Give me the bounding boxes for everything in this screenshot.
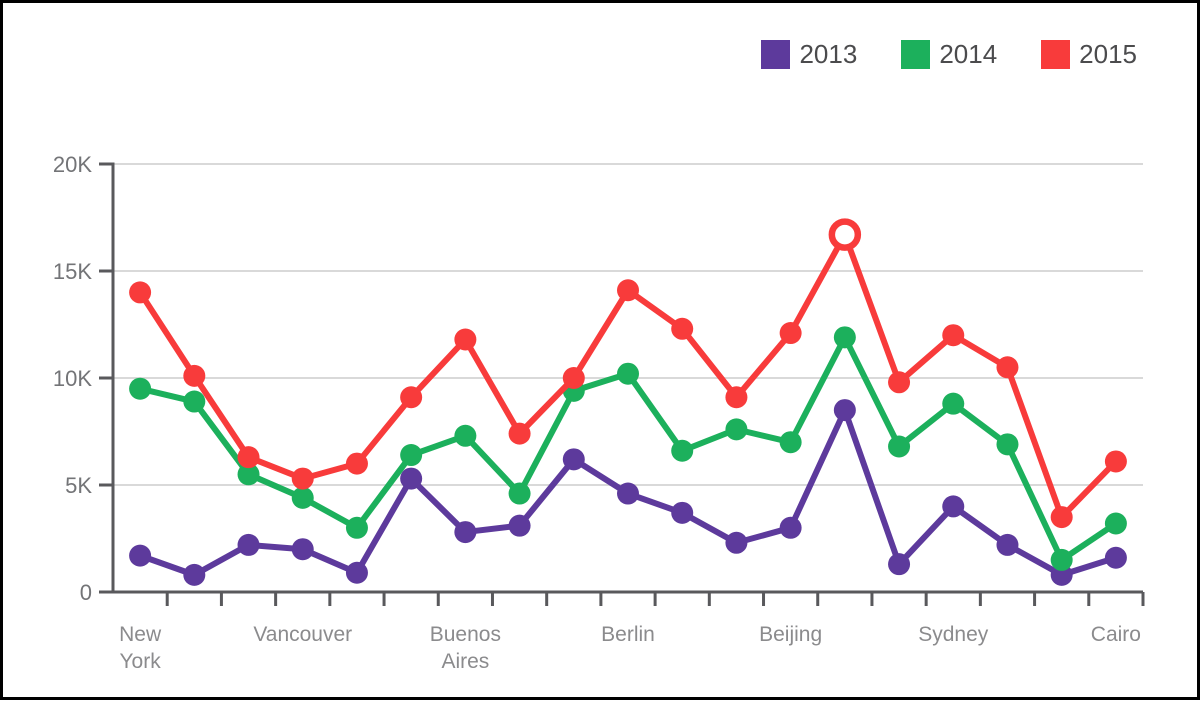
y-axis-label: 10K (53, 366, 92, 391)
legend-item-2015[interactable]: 2015 (1041, 39, 1137, 70)
data-point-2014[interactable] (996, 433, 1019, 456)
data-point-2014[interactable] (454, 424, 477, 447)
data-point-2015[interactable] (1050, 506, 1073, 529)
data-point-2015[interactable] (237, 446, 260, 469)
x-axis-label: Vancouver (253, 623, 352, 646)
data-point-2014[interactable] (400, 444, 423, 467)
data-point-2015[interactable] (562, 367, 585, 389)
legend-swatch (901, 40, 931, 69)
data-point-2013[interactable] (129, 544, 152, 567)
y-axis-label: 15K (53, 259, 92, 284)
data-point-2015[interactable] (291, 467, 314, 490)
x-axis-label: Sydney (918, 623, 989, 646)
chart-area: 0 5K 10K 15K 20K New York Vancouver Buenos Aires B… (3, 3, 1200, 708)
data-point-2015[interactable] (996, 356, 1019, 379)
data-point-2014[interactable] (888, 435, 911, 458)
y-axis-label: 5K (65, 473, 92, 498)
legend-item-2014[interactable]: 2014 (901, 39, 997, 70)
legend-item-2013[interactable]: 2013 (761, 39, 857, 70)
data-point-2013[interactable] (671, 501, 694, 524)
data-point-2015[interactable] (345, 452, 368, 475)
data-point-2015[interactable] (779, 322, 802, 345)
legend-label: 2015 (1079, 39, 1137, 69)
data-point-2015[interactable] (617, 279, 639, 302)
data-point-2014[interactable] (671, 439, 694, 462)
data-point-2013[interactable] (291, 538, 314, 561)
data-point-2015[interactable] (671, 317, 694, 340)
legend-label: 2014 (939, 39, 998, 69)
data-point-2014[interactable] (508, 482, 531, 505)
legend: 2013 2014 2015 (761, 39, 1137, 70)
data-point-2014[interactable] (129, 377, 152, 400)
data-point-2014[interactable] (725, 418, 748, 441)
data-point-2015[interactable] (400, 386, 423, 409)
y-axis-label: 0 (80, 580, 92, 605)
data-point-2013[interactable] (996, 533, 1019, 556)
data-point-2013[interactable] (400, 467, 423, 490)
x-axis-label: New (119, 623, 162, 646)
data-point-2013[interactable] (454, 521, 477, 544)
x-axis-label: Cairo (1091, 623, 1141, 646)
data-point-2013[interactable] (237, 533, 260, 556)
data-point-2013[interactable] (725, 531, 748, 554)
data-point-2014[interactable] (779, 431, 802, 454)
data-point-highlight-2015[interactable] (828, 218, 862, 251)
data-point-2015[interactable] (508, 422, 531, 445)
x-axis-label: Berlin (601, 623, 655, 646)
legend-swatch (761, 40, 791, 69)
legend-swatch (1041, 40, 1071, 69)
x-axis-label: York (119, 650, 161, 673)
data-point-2014[interactable] (1050, 548, 1073, 571)
data-point-2014[interactable] (617, 362, 639, 385)
data-point-2014[interactable] (1104, 512, 1127, 535)
data-point-2015[interactable] (183, 364, 206, 387)
data-point-2013[interactable] (508, 514, 531, 537)
data-point-2013[interactable] (617, 482, 639, 505)
data-point-2013[interactable] (1104, 546, 1127, 569)
data-point-2013[interactable] (888, 553, 911, 576)
data-point-2015[interactable] (129, 281, 152, 304)
data-point-2014[interactable] (291, 486, 314, 509)
legend-label: 2013 (799, 39, 858, 69)
data-point-2014[interactable] (237, 463, 260, 486)
data-point-2015[interactable] (454, 328, 477, 351)
data-point-2013[interactable] (942, 495, 965, 518)
data-point-2013[interactable] (345, 561, 368, 584)
data-point-2013[interactable] (833, 399, 856, 422)
line-chart-svg: 0 5K 10K 15K 20K New York Vancouver Buenos Aires B… (53, 152, 1145, 673)
x-axis-label: Aires (441, 650, 489, 673)
data-point-2015[interactable] (888, 371, 911, 394)
data-point-2014[interactable] (183, 390, 206, 413)
data-point-2015[interactable] (942, 324, 965, 347)
x-axis-label: Beijing (759, 623, 822, 646)
data-point-2015[interactable] (725, 386, 748, 409)
data-point-2013[interactable] (562, 448, 585, 471)
data-point-2014[interactable] (942, 392, 965, 415)
data-point-2013[interactable] (183, 563, 206, 586)
y-axis-label: 20K (53, 152, 92, 177)
data-point-2014[interactable] (345, 516, 368, 539)
data-point-2014[interactable] (833, 326, 856, 349)
data-point-2015[interactable] (1104, 450, 1127, 473)
data-point-2013[interactable] (779, 516, 802, 539)
x-axis-label: Buenos (430, 623, 501, 646)
